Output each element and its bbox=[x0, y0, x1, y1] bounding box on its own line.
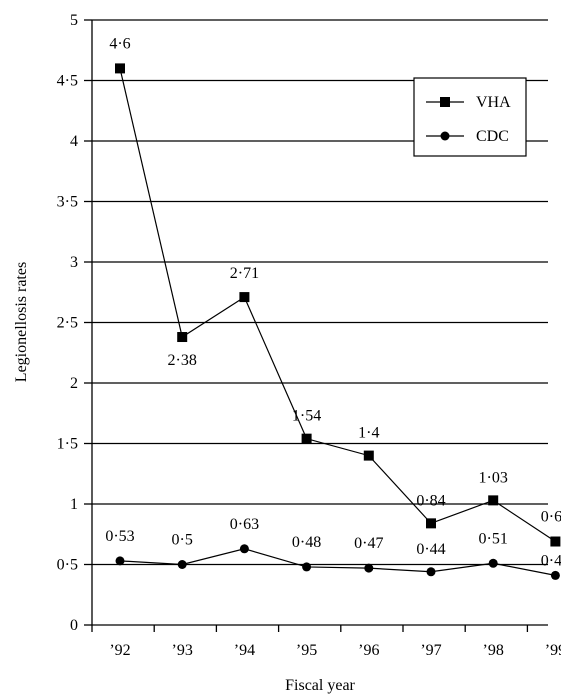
data-labels: 4·6 2·38 2·71 1·54 1·4 0·84 1·03 0·69 0·53 0·5 0·6… bbox=[105, 35, 561, 569]
y-tick-label: 2·5 bbox=[57, 315, 78, 332]
y-tick-label: 5 bbox=[70, 12, 78, 29]
data-label-vha: 4·6 bbox=[109, 35, 130, 52]
data-label-cdc: 0·53 bbox=[105, 528, 134, 545]
data-label-cdc: 0·5 bbox=[172, 532, 193, 549]
data-point-vha bbox=[177, 332, 188, 343]
y-tick-label: 4·5 bbox=[57, 73, 78, 90]
y-tick-label: 1·5 bbox=[57, 436, 78, 453]
legend-items: VHA CDC bbox=[426, 94, 511, 145]
data-point-cdc bbox=[426, 567, 436, 577]
y-tick-label: 4 bbox=[70, 133, 78, 150]
x-tick-label: ’97 bbox=[420, 642, 441, 659]
x-tick-label: ’99 bbox=[545, 642, 561, 659]
y-tick-label: 2 bbox=[70, 375, 78, 392]
axes bbox=[91, 20, 548, 626]
x-tick-label: ’94 bbox=[234, 642, 255, 659]
data-point-cdc bbox=[488, 558, 498, 568]
series-vha bbox=[115, 63, 561, 547]
x-tick-label: ’92 bbox=[109, 642, 130, 659]
y-tick-label: 3·5 bbox=[57, 194, 78, 211]
data-point-vha bbox=[363, 450, 374, 461]
legend-marker-cdc bbox=[440, 131, 450, 141]
data-label-cdc: 0·48 bbox=[292, 534, 321, 551]
data-point-vha bbox=[426, 518, 436, 529]
y-tick-label: 0·5 bbox=[57, 557, 78, 574]
legend: VHA CDC bbox=[413, 77, 527, 157]
data-label-cdc: 0·47 bbox=[354, 535, 383, 552]
data-point-vha bbox=[115, 63, 125, 74]
data-point-cdc bbox=[177, 560, 187, 569]
x-tick-label: ’96 bbox=[358, 642, 379, 659]
data-point-vha bbox=[301, 433, 312, 444]
x-tick-label: ’95 bbox=[296, 642, 317, 659]
series-line-vha bbox=[119, 68, 556, 543]
data-label-vha: 1·03 bbox=[479, 469, 508, 486]
data-label-cdc: 0·51 bbox=[479, 530, 508, 547]
data-point-vha bbox=[488, 495, 499, 506]
series-line-cdc bbox=[119, 548, 556, 576]
legend-marker-vha bbox=[440, 97, 450, 107]
data-point-cdc bbox=[115, 556, 125, 566]
x-axis-title: Fiscal year bbox=[285, 677, 355, 694]
x-tick-label: ’98 bbox=[483, 642, 504, 659]
gridlines bbox=[84, 19, 548, 626]
data-point-cdc bbox=[364, 563, 374, 573]
x-tick-label: ’93 bbox=[172, 642, 193, 659]
y-tick-label: 1 bbox=[70, 496, 78, 513]
y-tick-label: 3 bbox=[70, 254, 78, 271]
y-tick-labels: 0 0·5 1 1·5 2 2·5 3 3·5 4 4·5 5 bbox=[57, 12, 78, 634]
data-label-cdc: 0·63 bbox=[230, 516, 259, 533]
x-tick-labels: ’92 ’93 ’94 ’95 ’96 ’97 ’98 ’99 bbox=[91, 625, 561, 659]
data-point-vha bbox=[239, 292, 250, 303]
legend-item-vha: VHA bbox=[426, 94, 511, 111]
data-label-vha: 2·38 bbox=[168, 352, 197, 369]
y-axis-title: Legionellosis rates bbox=[13, 262, 30, 382]
data-point-cdc bbox=[302, 562, 312, 572]
legend-label-vha: VHA bbox=[476, 94, 511, 111]
data-point-cdc bbox=[550, 570, 560, 580]
series-cdc bbox=[115, 544, 560, 580]
legend-item-cdc: CDC bbox=[426, 128, 509, 145]
data-label-vha: 0·69 bbox=[541, 509, 561, 526]
data-label-cdc: 0·41 bbox=[541, 552, 561, 569]
data-point-cdc bbox=[239, 544, 249, 554]
series bbox=[115, 63, 561, 580]
y-tick-label: 0 bbox=[70, 617, 78, 634]
data-point-vha bbox=[550, 536, 561, 547]
legend-label-cdc: CDC bbox=[476, 128, 509, 145]
data-label-vha: 2·71 bbox=[230, 265, 259, 282]
legend-box bbox=[413, 77, 527, 157]
data-label-vha: 1·54 bbox=[292, 408, 321, 425]
data-label-vha: 1·4 bbox=[358, 425, 379, 442]
data-label-cdc: 0·44 bbox=[416, 541, 445, 558]
data-label-vha: 0·84 bbox=[416, 492, 445, 509]
